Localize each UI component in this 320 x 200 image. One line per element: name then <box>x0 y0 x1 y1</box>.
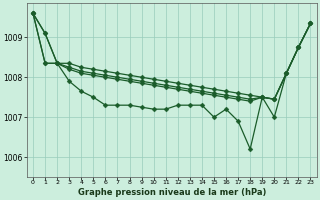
X-axis label: Graphe pression niveau de la mer (hPa): Graphe pression niveau de la mer (hPa) <box>77 188 266 197</box>
